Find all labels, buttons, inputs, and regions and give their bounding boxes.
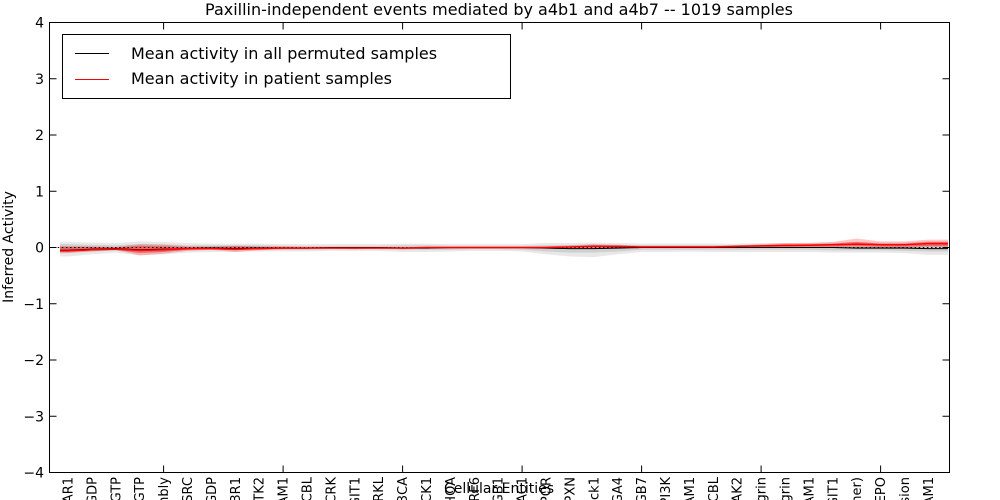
- x-category-label: ITGA4: [611, 477, 626, 500]
- y-tick-label: 4: [35, 16, 44, 32]
- x-category-label: RHOA: [444, 477, 459, 500]
- x-category-label: BCAR1: [62, 477, 77, 500]
- x-category-label: CBL: [301, 476, 316, 500]
- x-category-label: PXN: [563, 477, 578, 500]
- x-category-label: PIK3CA: [396, 477, 411, 500]
- x-category-label: SRC: [181, 477, 196, 500]
- y-axis-label: Inferred Activity: [1, 191, 17, 303]
- x-category-label: PI3K: [659, 477, 674, 500]
- x-category-label: mol:GTP: [109, 477, 124, 500]
- y-tick-label: −3: [23, 409, 44, 425]
- plot-area: 4 3 2 1 0 −1 −2 −3 −4 BCAR1 mol:GDP mol:GTP Rac1/GTP…: [23, 16, 950, 500]
- x-category-label: Rac1/GDP: [205, 477, 220, 500]
- x-category-label: alpha4/beta1 Integrin/Paxillin/GIT1: [826, 477, 841, 500]
- x-category-label: EPOR: [540, 477, 555, 500]
- x-category-label: ITGB7: [635, 477, 650, 500]
- x-category-label: EPO: [874, 477, 889, 500]
- x-category-label: CRKL/CBL: [707, 476, 722, 500]
- y-tick-label: 1: [35, 184, 44, 200]
- x-category-label: DOCK1: [420, 477, 435, 500]
- x-category-label: CRK: [324, 477, 339, 500]
- x-category-label: ARF6: [468, 477, 483, 500]
- x-category-label: GIT1: [348, 477, 363, 500]
- x-category-label: mol:GDP: [85, 477, 100, 500]
- y-tick-label: −2: [23, 353, 44, 369]
- x-category-label: Rac1/GTP: [133, 477, 148, 500]
- chart-title: Paxillin-independent events mediated by …: [205, 0, 793, 19]
- legend-line-swatch: [75, 53, 109, 55]
- x-category-label: alpha4/beta7 Integrin/MAdCAM1: [922, 477, 937, 500]
- x-category-label: MADCAM1: [683, 477, 698, 500]
- y-tick-label: 0: [35, 241, 44, 257]
- permuted-range-outer-band: [60, 241, 948, 258]
- x-category-label: cell adhesion: [898, 477, 913, 500]
- y-tick-label: 2: [35, 128, 44, 144]
- x-category-label: alpha4/beta1 Integrin/VCAM1: [802, 477, 817, 500]
- x-category-label: lamellipodium assembly: [157, 477, 172, 500]
- x-category-label: PIK3R1: [229, 477, 244, 500]
- x-axis-label: Cellular Entities: [444, 481, 554, 497]
- x-category-label: RAC1: [516, 477, 531, 500]
- x-category-label: alpha4/beta7 Integrin: [779, 477, 794, 500]
- x-category-label: alpha4/beta1 Integrin: [755, 477, 770, 500]
- y-tick-label: 3: [35, 72, 44, 88]
- legend-item: Mean activity in patient samples: [63, 70, 510, 88]
- legend-item: Mean activity in all permuted samples: [63, 45, 510, 63]
- x-category-label: PTK2: [253, 477, 268, 500]
- y-tick-label: −4: [23, 466, 44, 482]
- x-category-label: VCAM1: [277, 477, 292, 500]
- x-category-label: ITGB1: [492, 477, 507, 500]
- legend-line-swatch: [75, 78, 109, 80]
- legend-label: Mean activity in all permuted samples: [131, 43, 438, 63]
- x-category-label: JAK2: [731, 477, 746, 500]
- y-tick-label: −1: [23, 297, 44, 313]
- legend-label: Mean activity in patient samples: [131, 69, 392, 89]
- x-category-label: p130Cas/Crk/Dock1: [587, 477, 602, 500]
- legend: Mean activity in all permuted samples Mea…: [62, 34, 511, 99]
- patient-mean-line: [60, 242, 948, 252]
- x-category-label: EPO/EPOR (dimer): [850, 477, 865, 500]
- x-category-label: CRKL: [372, 476, 387, 500]
